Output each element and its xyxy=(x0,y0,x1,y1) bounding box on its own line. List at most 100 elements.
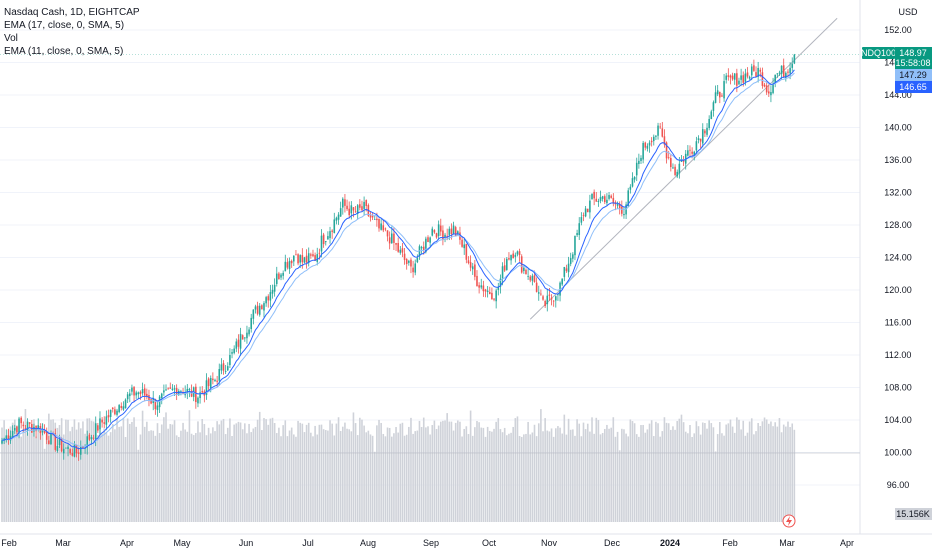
volume-bar xyxy=(297,420,299,522)
volume-bar xyxy=(616,431,619,522)
volume-bar xyxy=(454,422,457,522)
last-price-value: 148.97 xyxy=(899,48,927,58)
volume-bar xyxy=(305,424,308,522)
volume-bar xyxy=(580,436,583,522)
legend-vol[interactable]: Vol xyxy=(4,33,18,44)
candle-body xyxy=(105,416,108,425)
volume-bar xyxy=(73,419,76,522)
candle-body xyxy=(297,254,299,264)
chart-legend: Nasdaq Cash, 1D, EIGHTCAP EMA (17, close… xyxy=(4,6,140,58)
volume-bar xyxy=(646,429,649,522)
candle-body xyxy=(290,260,293,264)
price-tick-label: 144.00 xyxy=(884,90,912,100)
candle-body xyxy=(486,290,489,293)
volume-bar xyxy=(261,430,263,522)
volume-bar xyxy=(250,432,253,522)
volume-bar xyxy=(237,421,240,522)
price-tick-label: 132.00 xyxy=(884,188,912,198)
time-tick-label: 2024 xyxy=(660,538,680,548)
price-tick-label: 108.00 xyxy=(884,383,912,393)
candle-body xyxy=(335,217,338,221)
volume-bar xyxy=(719,421,721,522)
time-tick-label: Mar xyxy=(55,538,71,548)
volume-bar xyxy=(199,432,201,522)
volume-bar xyxy=(101,433,103,522)
candle-body xyxy=(561,278,563,285)
legend-ema17[interactable]: EMA (17, close, 0, SMA, 5) xyxy=(4,20,125,31)
volume-bar xyxy=(171,424,174,522)
candle-body xyxy=(527,276,529,277)
volume-bar xyxy=(137,449,140,522)
candle-body xyxy=(337,214,340,220)
candle-body xyxy=(597,200,600,203)
volume-bar xyxy=(765,419,768,522)
candle-body xyxy=(131,387,133,392)
volume-bar xyxy=(152,430,155,522)
trend-line[interactable] xyxy=(529,17,838,320)
volume-bar xyxy=(88,418,91,522)
candle-body xyxy=(199,392,201,399)
lightning-icon xyxy=(786,516,792,526)
candle-body xyxy=(401,248,404,253)
candle-body xyxy=(433,230,436,233)
candle-body xyxy=(28,422,31,424)
candle-body xyxy=(608,195,610,199)
volume-bar xyxy=(254,426,257,522)
candle-body xyxy=(772,83,774,94)
candle-body xyxy=(380,223,382,230)
candle-body xyxy=(782,65,785,78)
volume-bar xyxy=(158,433,161,522)
legend-symbol[interactable]: Nasdaq Cash, 1D, EIGHTCAP xyxy=(4,7,140,18)
candle-body xyxy=(616,204,619,206)
candle-body xyxy=(288,260,291,270)
candle-body xyxy=(791,63,794,68)
time-axis[interactable]: Feb Mar Apr May Jun Jul Aug Sep Oct Nov Dec 2024 Feb… xyxy=(1,538,854,548)
volume-bar xyxy=(433,420,436,522)
volume-bar xyxy=(627,436,630,522)
candle-body xyxy=(244,337,246,339)
price-tick-label: 112.00 xyxy=(885,350,912,360)
volume-bar xyxy=(529,434,532,522)
volume-bar xyxy=(395,427,397,522)
volume-bar xyxy=(750,418,753,522)
candle-body xyxy=(471,266,474,270)
candle-body xyxy=(582,215,585,217)
candle-body xyxy=(635,162,638,176)
candle-body xyxy=(33,426,35,432)
volume-bar xyxy=(497,418,500,522)
candle-body xyxy=(770,92,772,96)
volume-bar xyxy=(339,430,342,522)
candle-body xyxy=(689,149,691,151)
volume-bar xyxy=(503,427,506,522)
trend-line-segment[interactable] xyxy=(529,17,838,320)
candle-body xyxy=(482,285,485,292)
volume-bar xyxy=(118,426,120,522)
volume-bar xyxy=(282,425,284,522)
volume-bar xyxy=(614,436,617,522)
candle-body xyxy=(135,392,137,396)
volume-bar xyxy=(212,427,214,522)
volume-bar xyxy=(273,423,276,522)
volume-bar xyxy=(704,422,706,522)
volume-bar xyxy=(785,426,787,522)
candle-body xyxy=(695,141,698,151)
price-tick-label: 140.00 xyxy=(884,123,912,133)
volume-bar xyxy=(75,429,78,522)
volume-bar xyxy=(676,421,679,522)
volume-bar xyxy=(393,433,395,522)
candle-body xyxy=(229,355,231,366)
volume-bar xyxy=(401,422,404,522)
volume-bar xyxy=(612,417,615,522)
currency-label[interactable]: USD xyxy=(898,7,918,17)
volume-bar xyxy=(482,427,485,522)
volume-bar xyxy=(65,419,67,522)
volume-bar xyxy=(652,436,655,522)
candle-body xyxy=(491,292,493,300)
candle-body xyxy=(629,186,632,190)
volume-bar xyxy=(638,436,640,522)
legend-ema11[interactable]: EMA (11, close, 0, SMA, 5) xyxy=(4,46,124,57)
candle-body xyxy=(410,259,412,267)
time-tick-label: Mar xyxy=(779,538,795,548)
volume-bar xyxy=(109,432,112,522)
